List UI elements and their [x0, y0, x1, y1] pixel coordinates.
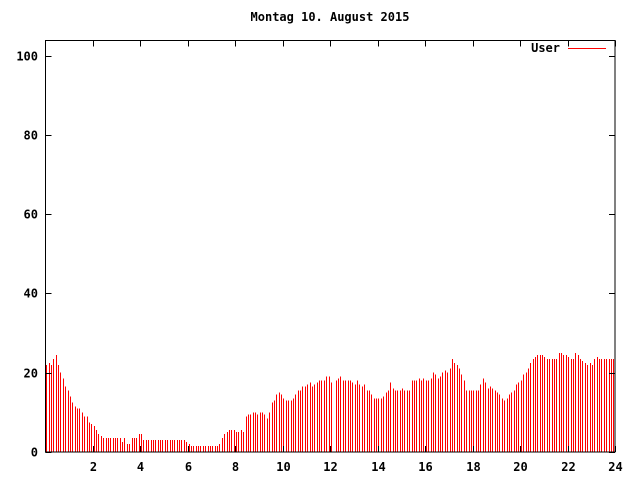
x-tick-label: 4: [137, 460, 144, 474]
x-tick-label: 22: [561, 460, 575, 474]
x-tick-label: 20: [513, 460, 527, 474]
x-tick-label: 16: [418, 460, 432, 474]
x-axis-labels: 2 4 6 8 10 12 14 16 18 20 22 24: [90, 460, 623, 474]
x-tick-label: 10: [276, 460, 290, 474]
y-axis-labels: 0 20 40 60 80 100: [16, 50, 38, 460]
bars-series-user: [46, 352, 614, 452]
y-tick-label: 80: [24, 129, 38, 143]
y-tick-label: 60: [24, 208, 38, 222]
x-tick-label: 2: [90, 460, 97, 474]
x-tick-label: 6: [185, 460, 192, 474]
x-tick-label: 12: [323, 460, 337, 474]
x-tick-label: 18: [466, 460, 480, 474]
y-tick-label: 100: [16, 50, 38, 64]
x-tick-label: 24: [608, 460, 622, 474]
y-tick-label: 0: [31, 446, 38, 460]
plot-border: [45, 40, 616, 453]
legend-label: User: [531, 41, 560, 55]
chart-title: Montag 10. August 2015: [251, 10, 410, 24]
y-tick-label: 40: [24, 287, 38, 301]
y-tick-label: 20: [24, 367, 38, 381]
x-tick-label: 8: [232, 460, 239, 474]
legend: User: [531, 41, 606, 55]
axis-ticks: [45, 40, 616, 453]
x-tick-label: 14: [371, 460, 385, 474]
